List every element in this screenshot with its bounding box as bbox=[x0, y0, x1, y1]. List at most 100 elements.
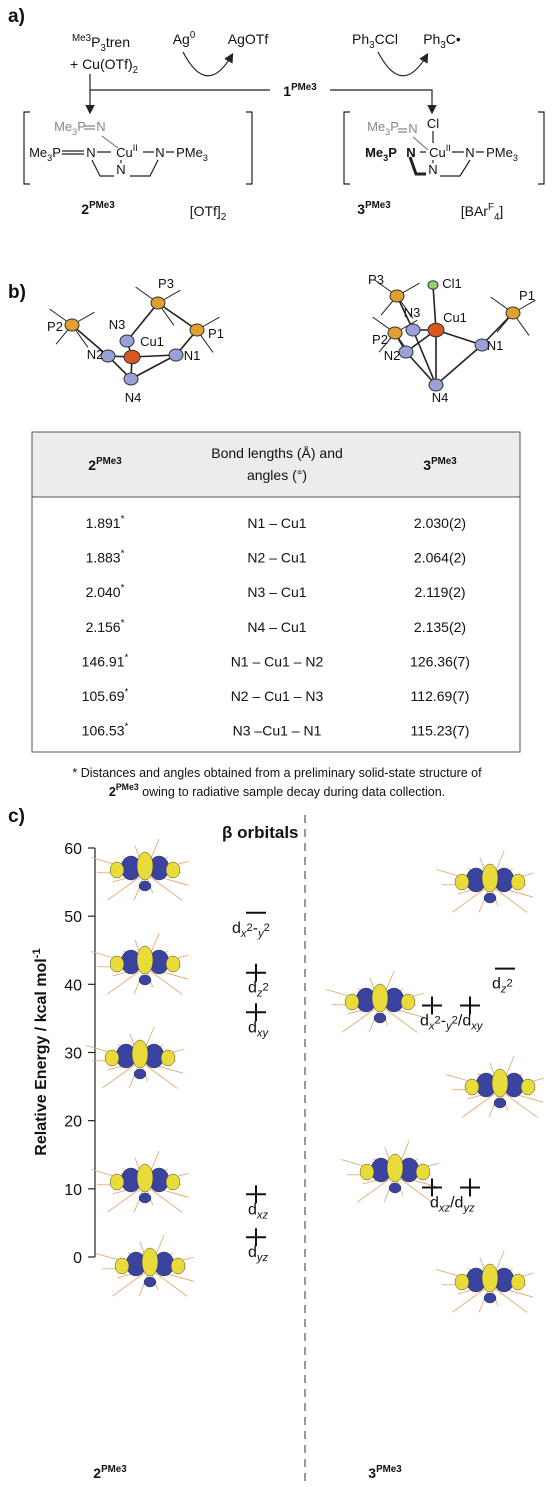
text-part: Relative Energy / kcal mol bbox=[33, 958, 50, 1155]
text-part: * bbox=[121, 583, 125, 594]
text-part: yz bbox=[256, 1252, 269, 1264]
text-part: z bbox=[500, 984, 507, 996]
rich-text: Me3P3tren bbox=[72, 33, 130, 54]
compound-label: 2PMe3 bbox=[81, 200, 115, 217]
text-part: 3 bbox=[440, 40, 446, 51]
table-cell: 2.119(2) bbox=[414, 584, 465, 600]
left-complex-bonds bbox=[23, 111, 253, 185]
atom bbox=[189, 323, 205, 337]
text-part: 1 bbox=[283, 83, 291, 99]
atom bbox=[100, 349, 116, 363]
counterion: [OTf]2 bbox=[190, 203, 227, 223]
stick bbox=[489, 884, 528, 913]
table-cell: 106.53* bbox=[82, 722, 129, 739]
text-part: Cl bbox=[427, 116, 439, 131]
text-part: P bbox=[52, 145, 61, 160]
lobe bbox=[170, 1257, 186, 1275]
panel-label: b) bbox=[8, 282, 26, 303]
lobe bbox=[165, 861, 181, 879]
text-part: Ph bbox=[423, 31, 440, 47]
lobe bbox=[483, 892, 497, 904]
lobe bbox=[109, 1173, 125, 1191]
text-part: + Cu(OTf) bbox=[70, 56, 133, 72]
lobe bbox=[386, 1153, 404, 1183]
text-part: yz bbox=[462, 1202, 475, 1214]
atom bbox=[398, 345, 414, 359]
text-part: * bbox=[121, 514, 125, 525]
text-part: -1 bbox=[31, 948, 43, 958]
text-part: Me3 bbox=[72, 33, 92, 44]
table-cell: N4 – Cu1 bbox=[247, 619, 306, 635]
table-cell: N1 – Cu1 bbox=[247, 515, 306, 531]
orbital-plot bbox=[446, 1055, 544, 1118]
text-part: xz bbox=[256, 1209, 269, 1221]
ortep-bond bbox=[405, 351, 437, 386]
lobe bbox=[493, 1097, 507, 1109]
text-part: 3 bbox=[368, 1465, 376, 1481]
lobe bbox=[481, 1263, 499, 1293]
lobe bbox=[141, 1247, 159, 1277]
stick bbox=[342, 1004, 381, 1033]
text-part: 3 bbox=[423, 457, 431, 473]
text-part: P bbox=[390, 119, 399, 134]
orbital-label: dz2 bbox=[248, 980, 269, 1000]
text-part: N bbox=[96, 119, 105, 134]
scheme-arrows bbox=[85, 51, 437, 115]
stick bbox=[144, 966, 183, 995]
text-part: N bbox=[408, 121, 417, 136]
atom-label: Me3P bbox=[54, 119, 86, 137]
stick bbox=[139, 1060, 178, 1089]
text-part: x bbox=[428, 1020, 435, 1032]
atom-label: Me3P bbox=[367, 119, 399, 137]
atom-label: N1 bbox=[487, 338, 504, 353]
text-part: PMe3 bbox=[116, 782, 139, 792]
lobe bbox=[104, 1049, 120, 1067]
text-part: owing to radiative sample decay during d… bbox=[139, 785, 445, 799]
lobe bbox=[454, 873, 470, 891]
lobe bbox=[138, 880, 152, 892]
orbital-label: dx2-y2/dxy bbox=[420, 1012, 484, 1032]
y-tick-label: 0 bbox=[73, 1250, 82, 1267]
lobe bbox=[109, 955, 125, 973]
atom bbox=[389, 289, 405, 303]
table-cell: 2.064(2) bbox=[414, 550, 466, 566]
orbital-plot bbox=[91, 1150, 189, 1213]
lobe bbox=[415, 1163, 431, 1181]
stick bbox=[112, 1268, 151, 1297]
atom bbox=[405, 323, 421, 337]
text-part: 2 bbox=[507, 978, 513, 990]
atom-label: P3 bbox=[368, 272, 384, 287]
text-part: II bbox=[133, 143, 138, 153]
text-part: /d bbox=[450, 1194, 463, 1211]
stick bbox=[107, 872, 146, 901]
atom-label: N bbox=[408, 121, 417, 136]
orbital-plot bbox=[341, 1140, 439, 1203]
table-cell: 2.135(2) bbox=[414, 619, 466, 635]
table-header: 2PMe3 bbox=[88, 456, 122, 473]
lobe bbox=[510, 1273, 526, 1291]
text-part: C• bbox=[446, 31, 461, 47]
text-part: 146.91 bbox=[82, 653, 125, 669]
text-part: 2 bbox=[247, 922, 253, 934]
text-part: Cu bbox=[429, 145, 446, 160]
lobe bbox=[400, 993, 416, 1011]
atom bbox=[387, 326, 403, 340]
stick bbox=[452, 1284, 491, 1313]
y-tick-label: 10 bbox=[64, 1182, 82, 1199]
text-part: 2 bbox=[133, 65, 138, 76]
text-part: [OTf] bbox=[190, 203, 221, 219]
text-part: 2 bbox=[264, 922, 270, 934]
text-part: 2 bbox=[81, 201, 89, 217]
text-part: * bbox=[121, 618, 125, 629]
text-part: N bbox=[116, 162, 125, 177]
text-part: * Distances and angles obtained from a p… bbox=[72, 766, 482, 780]
text-part: 106.53 bbox=[82, 723, 125, 739]
orbital-plot bbox=[326, 970, 424, 1033]
text-part: Cu bbox=[116, 145, 133, 160]
table-cell: N2 – Cu1 bbox=[247, 550, 306, 566]
orbital-plot bbox=[436, 1250, 534, 1313]
text-part: PMe3 bbox=[291, 82, 317, 93]
atom-label: P1 bbox=[519, 288, 535, 303]
atom bbox=[427, 322, 445, 338]
atom-label: N4 bbox=[125, 390, 142, 405]
